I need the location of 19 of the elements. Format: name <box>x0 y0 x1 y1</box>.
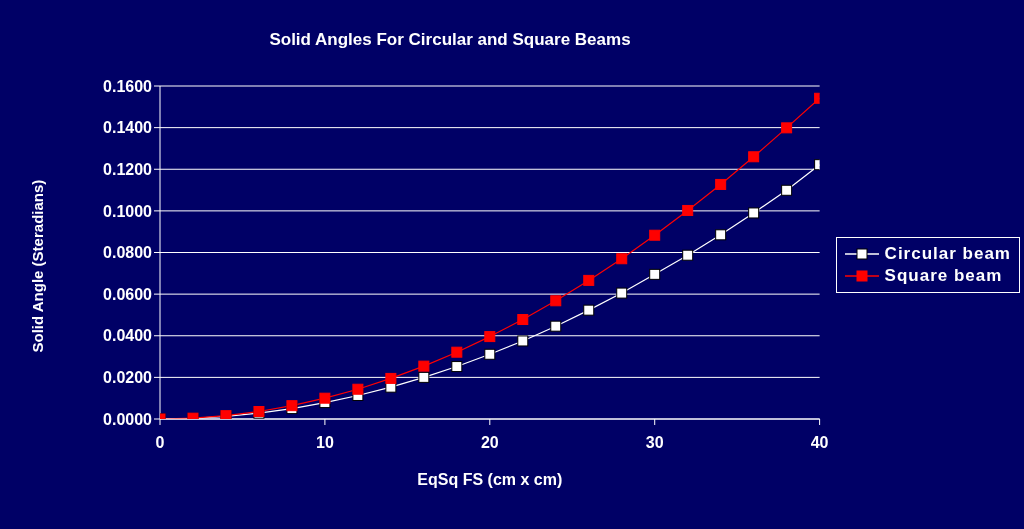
chart-title: Solid Angles For Circular and Square Beams <box>268 30 632 50</box>
legend-label: Circular beam <box>883 243 1011 264</box>
legend-label: Square beam <box>883 265 1004 286</box>
x-axis-title: EqSq FS (cm x cm) <box>417 471 563 488</box>
x-tick-label: 10 <box>316 434 334 452</box>
y-tick-label: 0.1400 <box>103 119 153 137</box>
y-axis-title: Solid Angle (Steradians) <box>29 179 47 353</box>
y-tick-label: 0.0600 <box>103 285 153 303</box>
x-tick-label: 40 <box>810 434 829 452</box>
x-tick-label: 30 <box>645 434 664 452</box>
y-tick-label: 0.0200 <box>103 369 153 387</box>
y-tick-label: 0.1000 <box>103 202 153 220</box>
y-tick-label: 0.1200 <box>103 160 153 178</box>
y-tick-label: 0.0800 <box>103 244 153 262</box>
y-tick-label: 0.0000 <box>103 410 153 428</box>
y-tick-label: 0.1600 <box>103 77 153 95</box>
x-tick-label: 0 <box>155 434 165 452</box>
x-tick-label: 20 <box>480 434 499 452</box>
y-tick-label: 0.0400 <box>103 327 153 345</box>
